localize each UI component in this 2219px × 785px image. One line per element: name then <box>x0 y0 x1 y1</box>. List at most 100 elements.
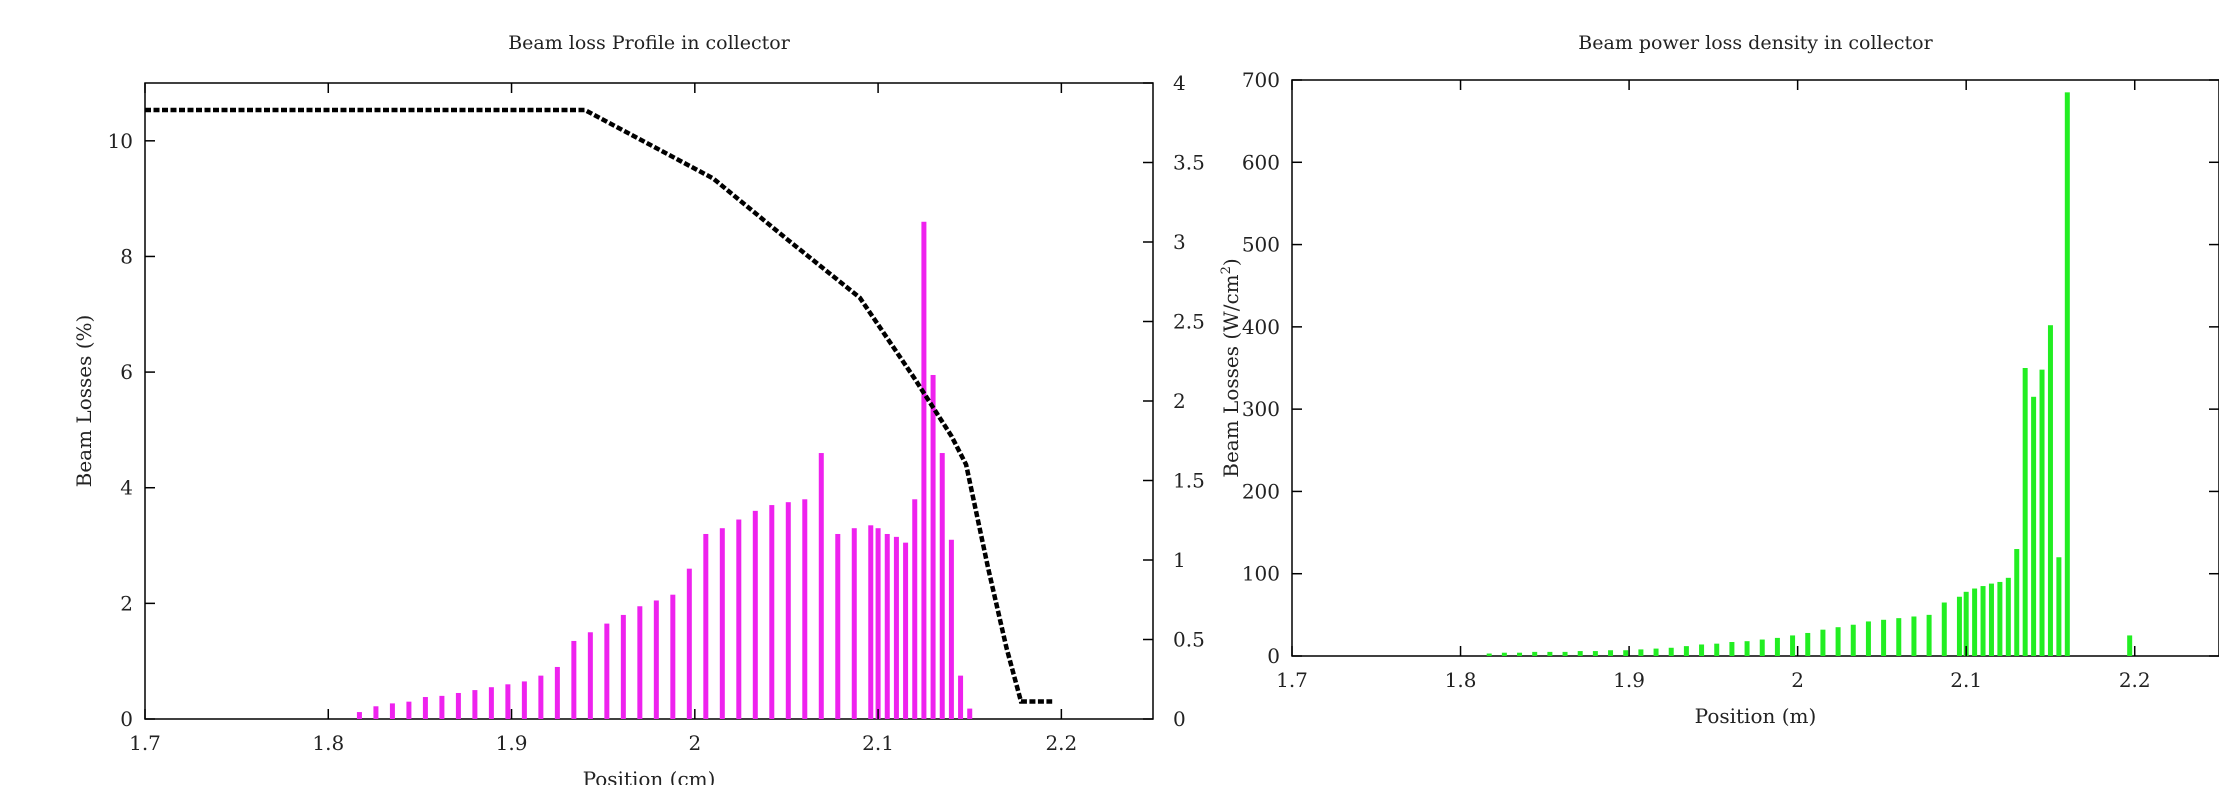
chart1-bar <box>958 675 964 719</box>
chart1-y2-tick-label: 2 <box>1173 389 1186 413</box>
chart1-x-tick-label: 2 <box>688 731 701 755</box>
chart1-bar <box>868 525 874 719</box>
chart1-bar <box>818 453 824 719</box>
chart2-bar <box>1963 591 1969 656</box>
chart2-y-tick-label: 600 <box>1242 150 1280 174</box>
chart2-bar <box>1865 621 1871 656</box>
chart1-y-tick-label: 2 <box>120 591 133 615</box>
chart1-bar <box>785 502 791 719</box>
chart1-bar <box>875 528 881 719</box>
chart1-bar <box>587 632 593 719</box>
chart2-x-tick-label: 2.2 <box>2119 668 2151 692</box>
chart1-y-tick-label: 4 <box>120 476 133 500</box>
chart1-bar <box>835 533 841 719</box>
chart2-y-tick-label: 0 <box>1267 644 1280 668</box>
chart2-bar <box>1980 586 1986 656</box>
chart1-bar <box>939 453 945 719</box>
chart2-bar <box>1623 650 1629 656</box>
chart2-bar <box>2064 92 2070 657</box>
chart2-x-axis-label: Position (m) <box>1695 704 1817 728</box>
chart2-bar <box>1997 581 2003 656</box>
chart2-bar <box>1850 624 1856 656</box>
chart2-bar <box>1759 639 1765 656</box>
chart1-bar <box>637 606 643 719</box>
chart2-y-tick-label: 200 <box>1242 479 1280 503</box>
chart1-y-tick-label: 10 <box>108 129 133 153</box>
chart2-bar <box>1972 588 1978 656</box>
chart1-y2-tick-label: 1 <box>1173 548 1186 572</box>
chart1-bar <box>356 712 362 719</box>
chart2-x-tick-label: 1.9 <box>1613 668 1645 692</box>
chart2-y-tick-label: 500 <box>1242 233 1280 257</box>
chart1-bar <box>769 505 775 719</box>
chart1-y2-tick-label: 4 <box>1173 71 1186 95</box>
chart2-bar <box>1486 653 1492 656</box>
chart2-bar <box>1911 616 1917 656</box>
chart1-bar <box>752 510 758 719</box>
chart2-x-tick-label: 1.8 <box>1445 668 1477 692</box>
chart1-bar <box>373 706 379 719</box>
chart2-bar <box>1517 652 1523 656</box>
chart1-bar <box>930 374 936 719</box>
chart1-bar <box>571 640 577 719</box>
chart2-bar <box>1714 643 1720 656</box>
chart2-bar <box>1790 635 1796 656</box>
chart1-x-tick-label: 1.9 <box>496 731 528 755</box>
chart2-bar <box>1699 644 1705 656</box>
chart1-bar <box>620 614 626 719</box>
chart2-y-tick-label: 700 <box>1242 68 1280 92</box>
chart1-bar <box>736 519 742 719</box>
chart2-bar <box>1562 651 1568 656</box>
chart1-bar <box>921 221 927 719</box>
chart1-bar <box>538 675 544 719</box>
chart1-bar <box>948 539 954 719</box>
chart2-bar <box>1501 652 1507 656</box>
chart2-bar <box>1577 651 1583 656</box>
chart2-bar <box>1592 651 1598 656</box>
chart2-bar <box>1683 646 1689 656</box>
chart1-bar <box>439 695 445 719</box>
chart1-y2-tick-label: 0 <box>1173 707 1186 731</box>
chart2-bar <box>1744 641 1750 656</box>
chart1-y2-tick-label: 3 <box>1173 230 1186 254</box>
chart2-bar <box>2047 325 2053 656</box>
chart1-bar <box>422 697 428 719</box>
chart1-y-tick-label: 0 <box>120 707 133 731</box>
chart1-bar <box>406 701 412 719</box>
chart1-bar <box>389 703 395 719</box>
chart1-line-series <box>145 107 1053 704</box>
chart2-bar <box>2005 577 2011 656</box>
chart2-y-tick-label: 300 <box>1242 397 1280 421</box>
chart2-bar <box>2039 369 2045 656</box>
chart1-bar <box>521 681 527 719</box>
chart2-plot-frame <box>1291 79 2219 657</box>
chart1-bar <box>670 594 676 719</box>
chart2-bar <box>2014 549 2020 656</box>
chart2-bar <box>2127 635 2133 656</box>
chart2-title: Beam power loss density in collector <box>1578 32 1933 54</box>
chart2-bar <box>1896 618 1902 656</box>
chart2-bar <box>1820 629 1826 656</box>
chart2-y-axis-label: Beam Losses (W/cm2) <box>1219 258 1243 477</box>
chart2-bar <box>1835 627 1841 656</box>
chart1-y2-tick-label: 0.5 <box>1173 628 1205 652</box>
chart2-bar <box>1774 637 1780 656</box>
chart1-bar <box>719 528 725 719</box>
chart1-x-tick-label: 2.2 <box>1045 731 1077 755</box>
chart1-x-tick-label: 2.1 <box>862 731 894 755</box>
chart2-bar <box>2056 557 2062 656</box>
chart1-bar <box>912 499 918 719</box>
chart1-bar <box>884 533 890 719</box>
chart1-y2-tick-label: 3.5 <box>1173 151 1205 175</box>
chart1-bar <box>488 687 494 719</box>
chart2-bar <box>1926 614 1932 656</box>
chart1-bar <box>472 690 478 719</box>
chart1-bar <box>851 528 857 719</box>
chart2-bar <box>1668 647 1674 656</box>
chart2-bar <box>1729 642 1735 656</box>
chart1-bar <box>604 623 610 719</box>
chart1-y-tick-label: 8 <box>120 244 133 268</box>
chart2-bar <box>2022 368 2028 656</box>
chart2-x-tick-label: 2 <box>1791 668 1804 692</box>
